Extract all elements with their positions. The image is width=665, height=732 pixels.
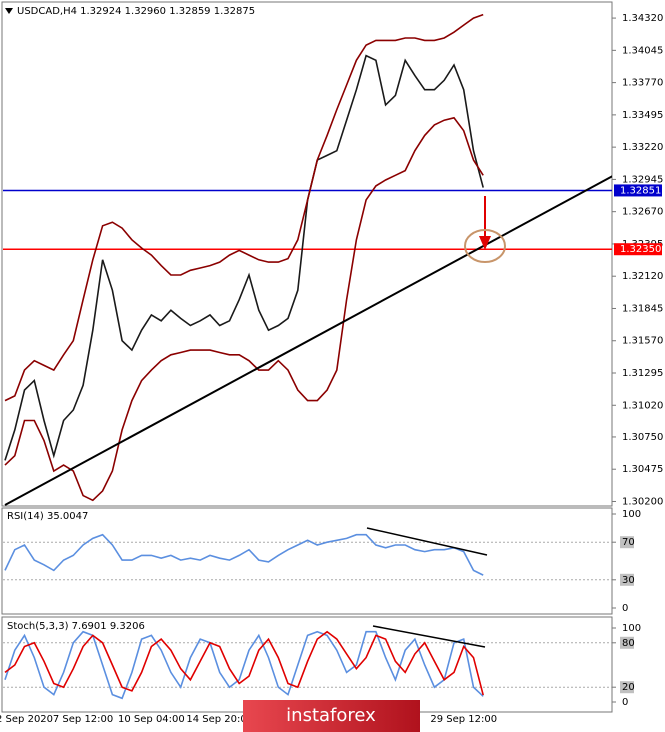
y-tick-label: 1.32120 bbox=[622, 271, 663, 282]
arrow-head bbox=[479, 236, 491, 250]
price-drawings bbox=[4, 175, 612, 506]
stoch-divergence-line bbox=[372, 625, 486, 648]
rsi-title: RSI(14) 35.0047 bbox=[7, 511, 88, 522]
y-tick-label: 1.30475 bbox=[622, 464, 663, 475]
y-tick-label: 1.31020 bbox=[622, 400, 663, 411]
chart-title: USDCAD,H4 1.32924 1.32960 1.32859 1.3287… bbox=[17, 6, 255, 17]
target-circle bbox=[464, 229, 506, 263]
y-tick-label: 1.31570 bbox=[622, 336, 663, 347]
tick-box bbox=[620, 681, 634, 694]
x-tick-label: 2 Sep 2020 bbox=[0, 714, 53, 725]
y-tick-label: 1.30200 bbox=[622, 496, 663, 507]
x-tick-label: 14 Sep 20:00 bbox=[186, 714, 253, 725]
x-tick-label: 10 Sep 04:00 bbox=[118, 714, 185, 725]
y-tick-label: 1.32945 bbox=[622, 174, 663, 185]
tick-box bbox=[620, 573, 634, 586]
y-tick-label: 100 bbox=[622, 509, 641, 520]
series-line bbox=[4, 533, 484, 576]
tick-box bbox=[620, 636, 634, 649]
y-tick-label: 1.34045 bbox=[622, 45, 663, 56]
level-label: 1.32851 bbox=[620, 185, 661, 196]
level-label: 1.32350 bbox=[620, 244, 661, 255]
plot-layer: 1.34320 1.34045 1.33770 1.33495 1.33220 1.329… bbox=[0, 13, 663, 725]
watermark-box bbox=[243, 700, 420, 732]
series-line bbox=[4, 54, 484, 461]
price-panel bbox=[1, 1, 613, 507]
level-box bbox=[614, 243, 662, 256]
symbol-icon bbox=[5, 8, 13, 14]
rsi-divergence-line bbox=[366, 527, 488, 556]
y-tick-label: 1.32670 bbox=[622, 207, 663, 218]
x-tick-label: 29 Sep 12:00 bbox=[430, 714, 497, 725]
y-tick-label: 70 bbox=[622, 537, 635, 548]
y-tick-label: 1.33770 bbox=[622, 78, 663, 89]
y-tick-label: 0 bbox=[622, 603, 628, 614]
y-tick-label: 1.33220 bbox=[622, 142, 663, 153]
x-tick-label: 7 Sep 12:00 bbox=[53, 714, 113, 725]
y-tick-label: 1.34320 bbox=[622, 13, 663, 24]
series-line bbox=[4, 630, 484, 700]
series-line bbox=[4, 13, 484, 402]
y-tick-label: 30 bbox=[622, 575, 635, 586]
series-line bbox=[4, 630, 484, 696]
watermark: instaforex bbox=[286, 705, 376, 726]
y-tick-label: 20 bbox=[622, 682, 635, 693]
y-tick-label: 80 bbox=[622, 638, 635, 649]
tick-box bbox=[620, 536, 634, 549]
rsi-panel bbox=[1, 507, 613, 615]
level-box bbox=[614, 184, 662, 197]
series-line bbox=[4, 116, 484, 502]
y-tick-label: 1.31295 bbox=[622, 368, 663, 379]
stoch-title: Stoch(5,3,3) 7.6901 9.3206 bbox=[7, 621, 145, 632]
trend-line bbox=[4, 175, 612, 506]
y-tick-label: 1.30750 bbox=[622, 432, 663, 443]
y-tick-label: 100 bbox=[622, 623, 641, 634]
y-tick-label: 1.33495 bbox=[622, 110, 663, 121]
y-tick-label: 0 bbox=[622, 697, 628, 708]
y-tick-label: 1.31845 bbox=[622, 303, 663, 314]
